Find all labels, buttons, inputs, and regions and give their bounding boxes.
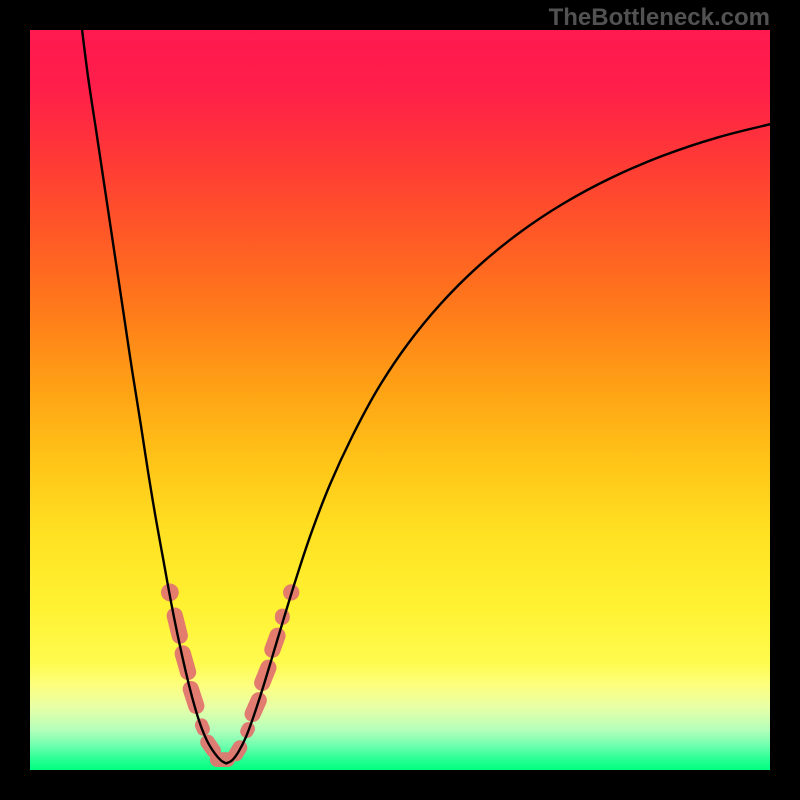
marker-11 <box>262 625 288 660</box>
marker-1 <box>165 606 190 646</box>
marker-2 <box>173 643 198 682</box>
curve-layer <box>30 30 770 770</box>
figure-root: TheBottleneck.com <box>0 0 800 800</box>
marker-10 <box>252 657 279 693</box>
plot-area <box>30 30 770 770</box>
marker-3 <box>181 679 207 716</box>
watermark-text: TheBottleneck.com <box>549 4 770 32</box>
marker-group <box>161 584 299 768</box>
curve-left <box>80 30 226 763</box>
curve-right <box>226 123 770 764</box>
